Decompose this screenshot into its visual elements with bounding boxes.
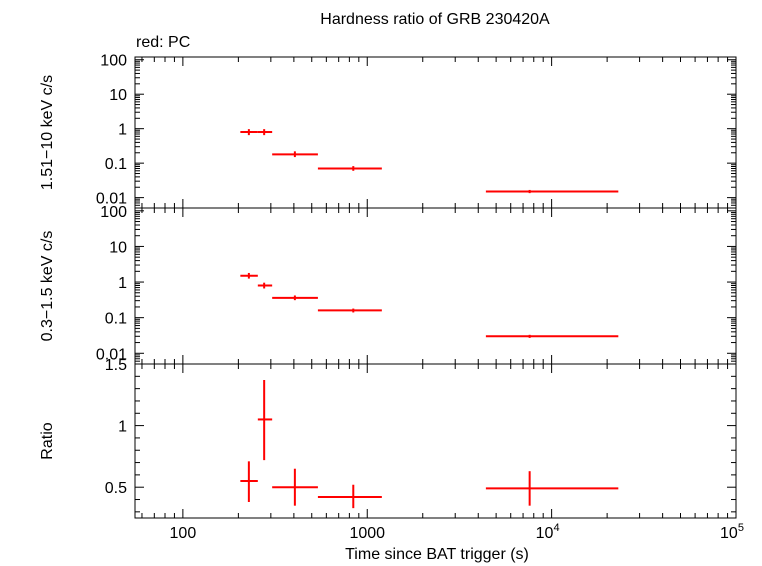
data-point [317, 166, 382, 171]
x-axis-label: Time since BAT trigger (s) [345, 546, 529, 563]
data-point [240, 129, 258, 136]
y-tick-label: 10 [109, 87, 127, 104]
data-point [240, 272, 258, 279]
data-point [257, 282, 273, 289]
y-tick-label: 0.1 [105, 311, 127, 328]
y-tick-label: 100 [100, 204, 127, 221]
x-tick-label: 100 [170, 525, 197, 542]
y-tick-label: 1 [118, 419, 127, 436]
panel-frame-3 [134, 363, 737, 519]
y-tick-label: 1 [118, 275, 127, 292]
y-tick-label: 0.5 [105, 480, 127, 497]
panel-frame-2 [134, 207, 737, 365]
data-point [317, 308, 382, 313]
y-tick-label: 0.01 [96, 346, 127, 363]
y-axis-label-3: Ratio [39, 422, 56, 459]
data-point [317, 484, 382, 509]
chart-title: Hardness ratio of GRB 230420A [320, 11, 550, 28]
data-point [257, 380, 273, 461]
x-tick-label: 105 [720, 522, 744, 542]
y-tick-label: 0.1 [105, 156, 127, 173]
x-tick-label: 104 [536, 522, 560, 542]
data-point [272, 151, 318, 158]
y-tick-label: 100 [100, 53, 127, 70]
panel-frame-1 [134, 56, 737, 209]
x-tick-label: 1000 [349, 525, 385, 542]
data-point [272, 295, 318, 301]
chart-subtitle: red: PC [136, 34, 190, 51]
data-point [240, 461, 258, 502]
y-tick-label: 1 [118, 122, 127, 139]
y-tick-label: 0.01 [96, 191, 127, 208]
data-point [272, 468, 318, 506]
y-tick-label: 10 [109, 239, 127, 256]
data-point [257, 129, 273, 136]
y-axis-label-2: 0.3−1.5 keV c/s [39, 231, 56, 342]
plot-panels: 100 10 1 0.1 0.01 1.51−10 keV c/s 100 10 1 0.1 0.0… [39, 53, 744, 542]
data-point [485, 189, 619, 194]
data-point [485, 334, 619, 338]
y-tick-label: 1.5 [105, 357, 127, 374]
data-point [485, 471, 619, 506]
y-axis-label-1: 1.51−10 keV c/s [39, 75, 56, 190]
